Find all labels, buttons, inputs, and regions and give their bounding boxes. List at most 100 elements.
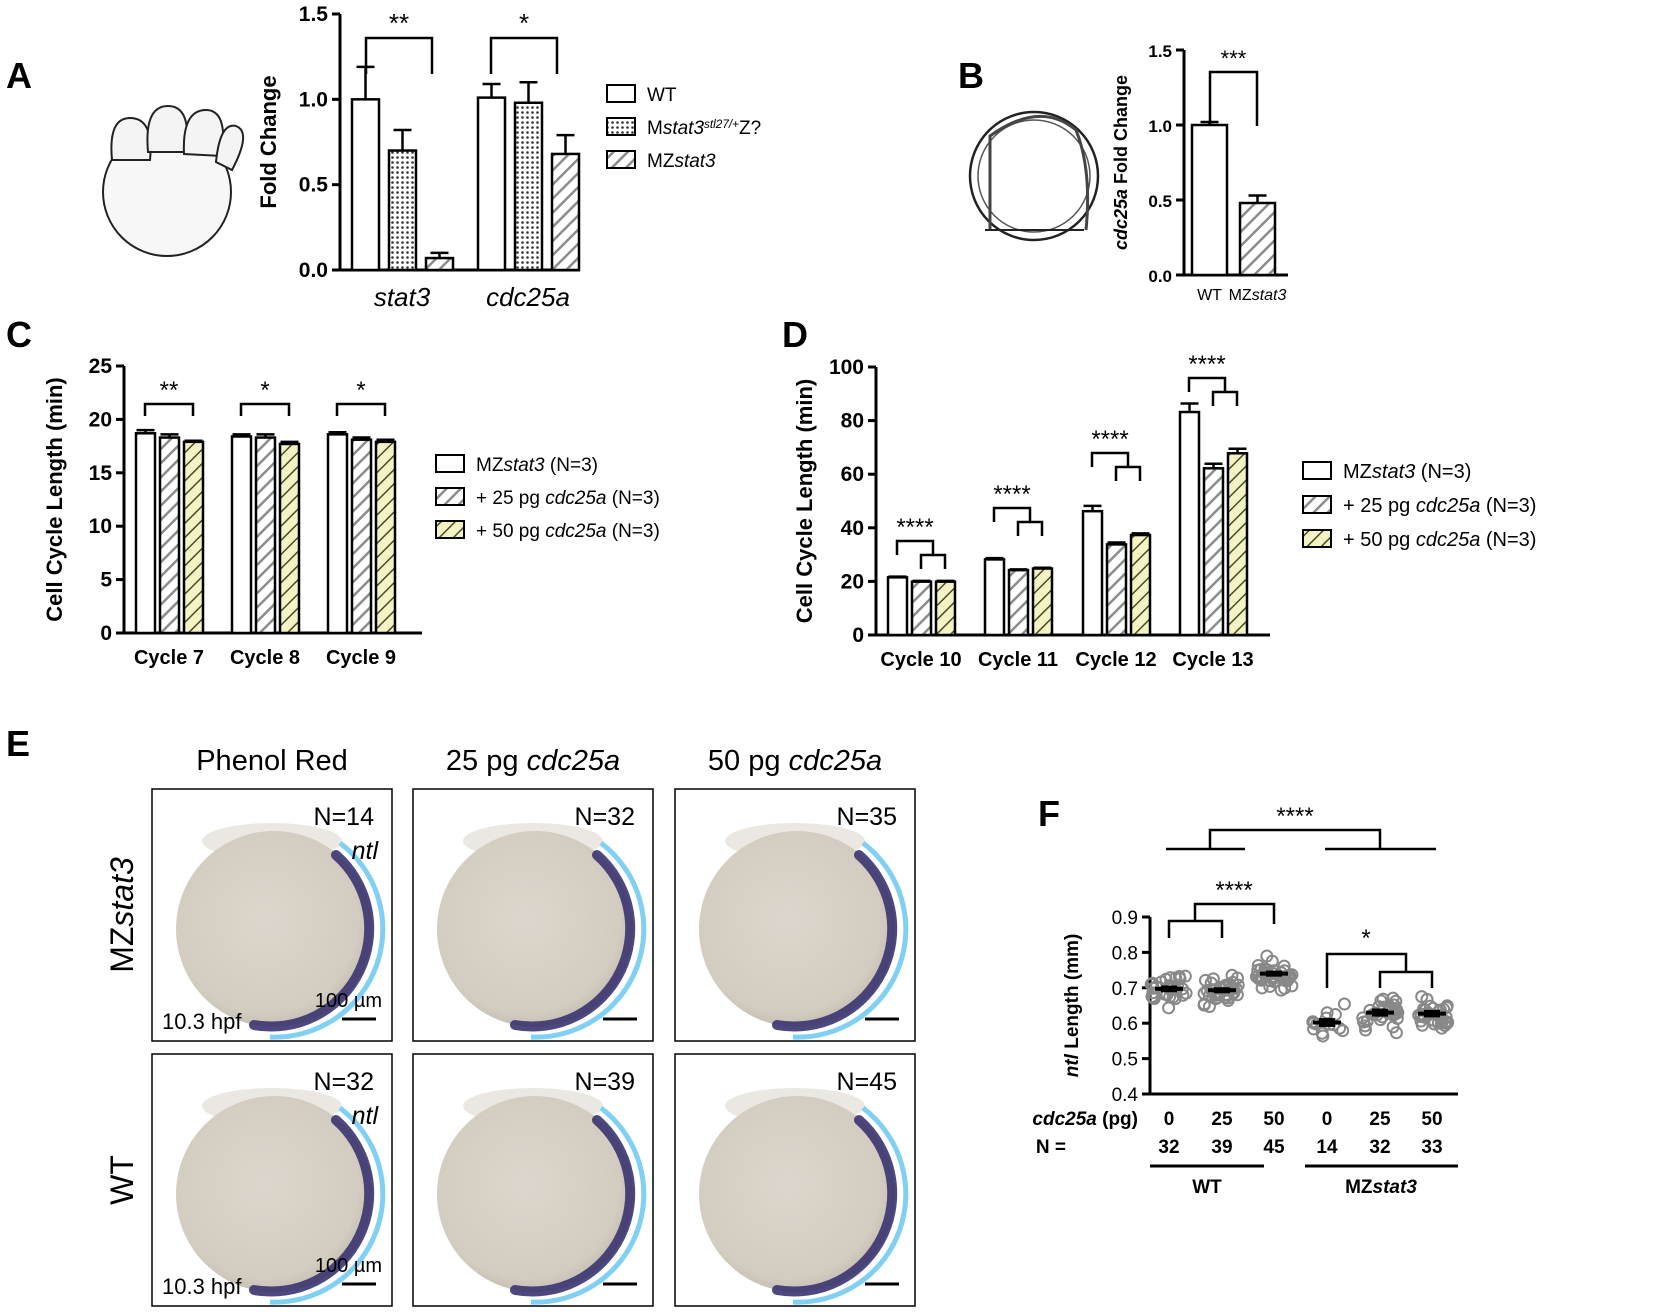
y-tick-label: 15: [89, 462, 113, 485]
bar-b-1: [1238, 201, 1277, 277]
data-point: [1389, 994, 1403, 1008]
significance-label: ****: [993, 481, 1030, 508]
y-tick-label: 100: [829, 356, 864, 379]
bar-c-1-1: [254, 436, 277, 635]
row-label: WT: [104, 1155, 140, 1205]
significance-label: ****: [1188, 351, 1225, 378]
bar-1-2: [550, 152, 581, 272]
embryo-image-cell: N=14 ntl 10.3 hpf 100 µm: [151, 788, 393, 1042]
significance-cdc25a: *: [519, 8, 529, 38]
significance-bracket: [364, 36, 434, 74]
data-point: [1226, 975, 1240, 989]
data-point: [1147, 991, 1161, 1005]
data-point: [1260, 949, 1274, 963]
data-point: [1427, 1017, 1441, 1031]
y-axis-title: Cell Cycle Length (min): [792, 379, 817, 623]
genotype-label: MZstat3: [1345, 1177, 1417, 1198]
y-tick-label: 0.5: [1112, 1050, 1138, 1071]
dose-label: 50: [1263, 1109, 1284, 1130]
significance-bracket: [1187, 376, 1227, 392]
data-point: [1358, 1019, 1372, 1033]
significance-b: ***: [1221, 46, 1247, 71]
bar-c-0-0: [134, 432, 157, 635]
significance-bracket: [895, 539, 935, 555]
y-tick-label: 0.6: [1112, 1014, 1138, 1035]
n-label: 14: [1316, 1137, 1338, 1158]
ntl-outline: [269, 1106, 386, 1305]
ntl-outline: [269, 841, 386, 1040]
y-tick-label: 1.5: [299, 3, 329, 26]
x-category-label: stat3: [374, 282, 431, 312]
significance-c: **: [160, 377, 179, 404]
legend-label: MZstat3 (N=3): [1343, 461, 1471, 483]
dose-label: 0: [1164, 1109, 1175, 1130]
legend-swatch: [1302, 529, 1332, 548]
significance-bracket: [1378, 970, 1434, 988]
bar-0-1: [387, 149, 418, 272]
y-tick-label: 40: [841, 517, 864, 540]
panel-label-a: A: [6, 55, 32, 96]
bar-c-2-2: [374, 440, 397, 635]
row-label: MZstat3: [104, 857, 140, 973]
significance-label: ****: [1276, 803, 1313, 830]
legend-swatch: [1302, 495, 1332, 514]
panel-label-b: B: [958, 55, 984, 96]
gene-label: ntl: [352, 1102, 380, 1130]
bar-d-3-0: [1178, 410, 1201, 637]
data-point: [1316, 1029, 1330, 1043]
embryo-shield-drawing: [968, 110, 1100, 242]
y-tick-label: 20: [841, 570, 864, 593]
bar-0-0: [350, 98, 381, 272]
y-tick-label: 1.5: [1148, 42, 1172, 61]
legend-label: + 25 pg cdc25a (N=3): [1343, 495, 1536, 517]
significance-bracket: [1211, 390, 1239, 406]
legend-label: + 25 pg cdc25a (N=3): [476, 488, 660, 509]
chart-f-ntl-length: 0.4 0.5 0.6 0.7 0.8 0.9 ntl Length (mm) 0 32 25 39…: [1032, 803, 1458, 1198]
legend-label: WT: [647, 85, 677, 106]
bar-b-0: [1190, 123, 1229, 277]
significance-c: *: [356, 377, 365, 404]
y-axis-title: Fold Change: [256, 75, 281, 208]
bar-d-1-0: [983, 558, 1006, 637]
significance-bracket: [1208, 828, 1382, 849]
chart-b-cdc25a-fold-change: 0.0 0.5 1.0 1.5 cdc25a Fold Change WT MZstat3 *…: [1111, 42, 1288, 304]
ntl-outline: [530, 1106, 647, 1305]
significance-bracket: [1114, 465, 1142, 481]
y-tick-label: 0.5: [1148, 192, 1172, 211]
embryo: [176, 831, 372, 1027]
y-axis-title: Cell Cycle Length (min): [42, 377, 67, 621]
significance-label: ****: [1215, 877, 1252, 904]
panel-label-f: F: [1038, 793, 1060, 834]
data-point: [1386, 991, 1400, 1005]
legend-swatch: [1302, 461, 1332, 480]
legend-label: Mstat3stl27/+Z?: [647, 118, 761, 140]
y-tick-label: 0.7: [1112, 979, 1138, 1000]
embryo-image-cell: N=39: [412, 1053, 654, 1307]
data-point: [1172, 970, 1186, 984]
legend-label: MZstat3 (N=3): [476, 455, 598, 476]
bar-d-1-1: [1007, 568, 1030, 637]
x-category-label: Cycle 13: [1172, 649, 1253, 671]
data-point: [1415, 990, 1429, 1004]
significance-c: *: [260, 377, 269, 404]
significance-bracket: [1090, 451, 1130, 467]
x-category-label: WT: [1197, 287, 1222, 304]
y-tick-label: 0: [100, 622, 112, 645]
bar-1-0: [476, 96, 507, 272]
y-tick-label: 80: [841, 410, 864, 433]
column-header: Phenol Red: [196, 745, 348, 777]
column-header: 25 pg cdc25a: [446, 745, 620, 777]
chart-c-cell-cycle-length: 0 5 10 15 20 25 Cell Cycle Length (min) Cycle 7…: [42, 355, 660, 669]
data-point: [1374, 994, 1388, 1008]
significance-bracket: [1208, 70, 1259, 126]
scale-label: 100 µm: [315, 990, 382, 1012]
bar-d-2-0: [1081, 509, 1104, 637]
x-category-label: Cycle 9: [326, 647, 396, 669]
data-point: [1439, 1010, 1453, 1024]
x-category-label: cdc25a: [486, 282, 570, 312]
gene-label: ntl: [352, 837, 380, 865]
significance-label: ****: [896, 514, 933, 541]
legend-label: + 50 pg cdc25a (N=3): [476, 521, 660, 542]
significance-bracket: [1325, 952, 1408, 988]
